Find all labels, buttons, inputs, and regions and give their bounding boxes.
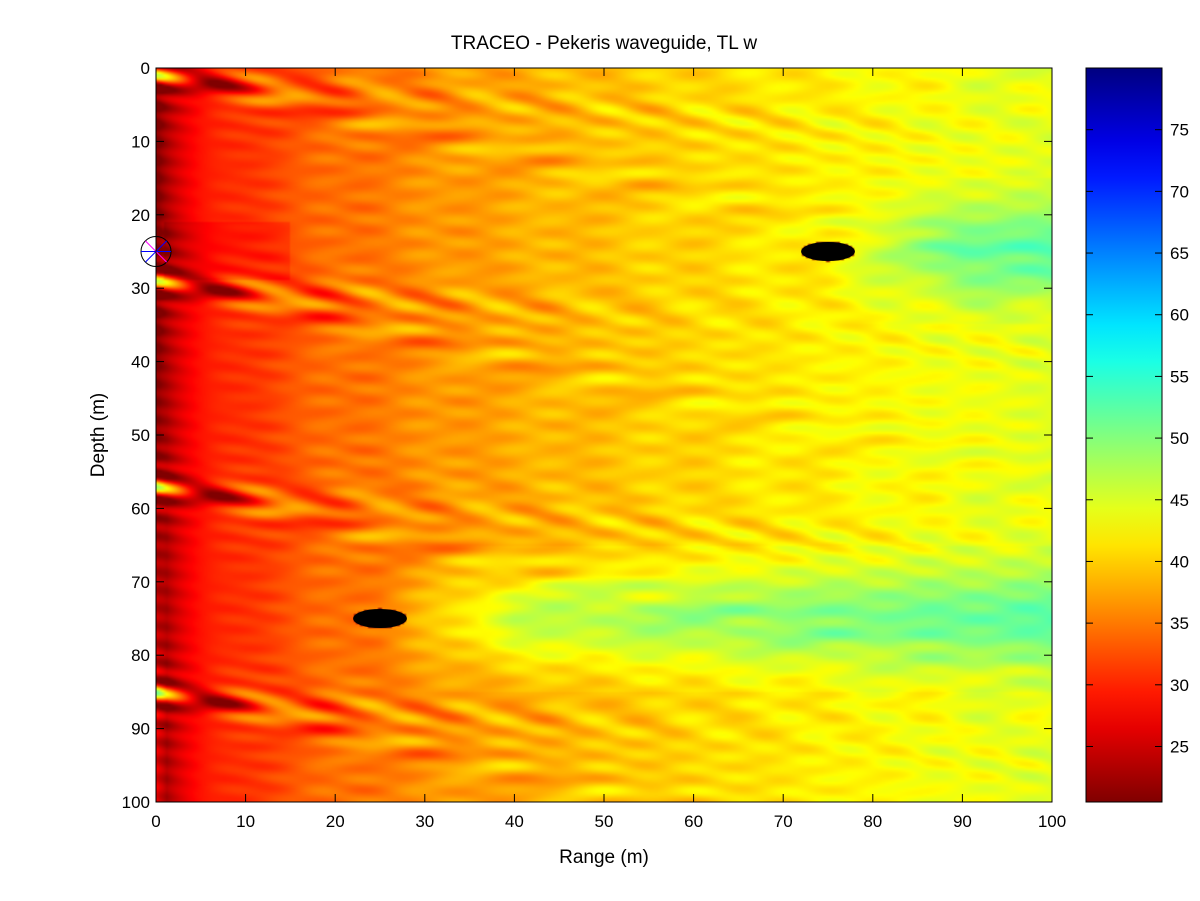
chart-title: TRACEO - Pekeris waveguide, TL w	[451, 33, 757, 54]
y-tick-label: 90	[131, 720, 150, 739]
colorbar-axis: 25 30 35 40 45 50 55 60 65 70 75	[1086, 121, 1189, 756]
heatmap-image	[156, 68, 1052, 802]
colorbar-tick-label: 35	[1170, 614, 1189, 633]
y-tick-label: 40	[131, 353, 150, 372]
colorbar-tick-label: 55	[1170, 367, 1189, 386]
x-tick-label: 10	[236, 812, 255, 831]
y-tick-label: 100	[122, 793, 150, 812]
y-tick-label: 50	[131, 426, 150, 445]
x-tick-label: 40	[505, 812, 524, 831]
colorbar-tick-label: 60	[1170, 306, 1189, 325]
y-tick-label: 0	[141, 59, 150, 78]
y-tick-label: 70	[131, 573, 150, 592]
y-tick-label: 30	[131, 279, 150, 298]
colorbar-tick-label: 45	[1170, 491, 1189, 510]
colorbar-tick-label: 50	[1170, 429, 1189, 448]
colorbar-tick-label: 30	[1170, 676, 1189, 695]
x-tick-label: 100	[1038, 812, 1066, 831]
x-tick-label: 20	[326, 812, 345, 831]
heatmap-area	[156, 68, 1052, 802]
colorbar-tick-label: 40	[1170, 552, 1189, 571]
x-tick-label: 0	[151, 812, 160, 831]
colorbar	[1085, 67, 1163, 803]
objects-layer	[353, 241, 855, 629]
colorbar-tick-label: 25	[1170, 737, 1189, 756]
x-tick-label: 30	[415, 812, 434, 831]
x-tick-label: 70	[774, 812, 793, 831]
x-tick-label: 80	[863, 812, 882, 831]
colorbar-tick-label: 70	[1170, 182, 1189, 201]
colorbar-tick-label: 65	[1170, 244, 1189, 263]
y-tick-label: 60	[131, 499, 150, 518]
x-tick-label: 90	[953, 812, 972, 831]
y-axis: 0 10 20 30 40 50 60 70 80 90 100	[122, 59, 1052, 812]
x-tick-label: 60	[684, 812, 703, 831]
y-axis-label: Depth (m)	[88, 393, 109, 477]
colorbar-tick-label: 75	[1170, 121, 1189, 140]
object-ellipse-1	[353, 608, 407, 629]
x-axis-label: Range (m)	[559, 847, 649, 868]
y-tick-label: 20	[131, 206, 150, 225]
x-axis: 0 10 20 30 40 50 60 70 80 90 100	[151, 68, 1066, 831]
y-tick-label: 80	[131, 646, 150, 665]
object-ellipse-2	[801, 241, 855, 262]
x-tick-label: 50	[595, 812, 614, 831]
y-tick-label: 10	[131, 132, 150, 151]
